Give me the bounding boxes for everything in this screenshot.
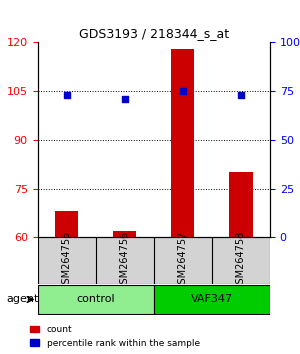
Point — [122, 96, 127, 102]
FancyBboxPatch shape — [38, 285, 154, 314]
Text: agent: agent — [6, 295, 39, 304]
Title: GDS3193 / 218344_s_at: GDS3193 / 218344_s_at — [79, 27, 229, 40]
Text: VAF347: VAF347 — [191, 295, 233, 304]
Text: GSM264757: GSM264757 — [178, 231, 188, 290]
FancyBboxPatch shape — [154, 285, 270, 314]
Point — [64, 92, 69, 98]
Text: GSM264758: GSM264758 — [236, 231, 246, 290]
Text: GSM264755: GSM264755 — [61, 231, 72, 290]
Bar — [113, 231, 136, 237]
Point — [180, 88, 185, 94]
Bar — [229, 172, 253, 237]
Point — [238, 92, 243, 98]
Bar — [55, 211, 78, 237]
Text: control: control — [76, 295, 115, 304]
Bar — [171, 49, 194, 237]
Legend: count, percentile rank within the sample: count, percentile rank within the sample — [28, 323, 202, 349]
Text: GSM264756: GSM264756 — [120, 231, 130, 290]
